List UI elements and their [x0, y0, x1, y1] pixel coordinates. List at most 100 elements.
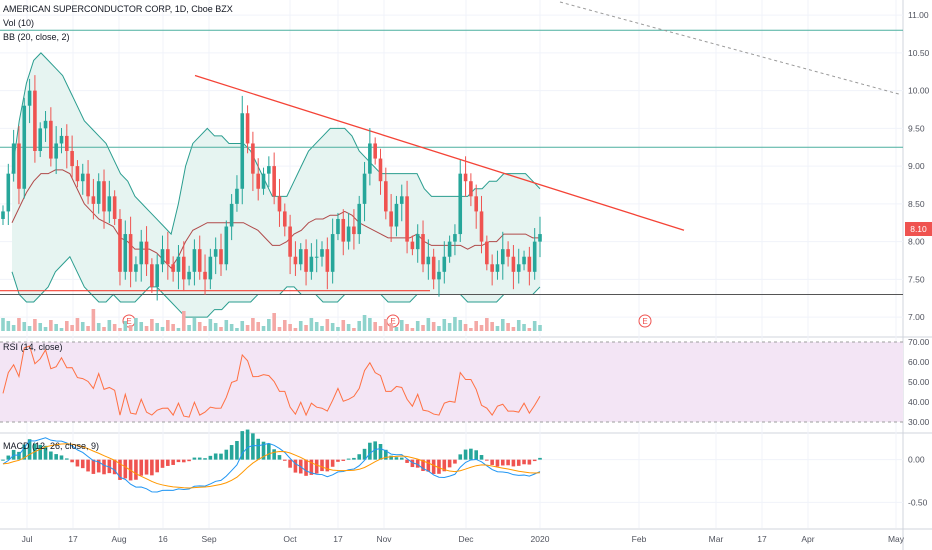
candle-body	[144, 241, 149, 265]
macd-histogram-bar	[527, 459, 532, 465]
candle-body	[256, 173, 261, 189]
volume-bar	[293, 328, 298, 331]
macd-histogram-bar	[38, 444, 43, 460]
candle-body	[463, 173, 468, 182]
candle-body	[6, 173, 11, 212]
volume-legend: Vol (10)	[3, 18, 35, 28]
candle-body	[389, 211, 393, 227]
candle-body	[208, 256, 213, 280]
macd-histogram-bar	[49, 451, 53, 460]
earnings-marker-icon	[638, 314, 652, 328]
volume-bar	[160, 327, 165, 331]
earnings-marker-label: E	[642, 317, 647, 326]
x-tick-label: Jul	[22, 534, 33, 544]
volume-bar	[330, 323, 335, 331]
candle-body	[516, 264, 521, 272]
macd-histogram-bar	[474, 450, 478, 460]
macd-histogram-bar	[500, 459, 505, 466]
price-tick-label: 10.50	[908, 48, 930, 58]
macd-histogram-bar	[495, 459, 500, 467]
macd-histogram-bar	[362, 448, 367, 460]
macd-tick-label: 0.00	[908, 455, 925, 465]
candle-body	[314, 256, 319, 258]
x-tick-label: Sep	[201, 534, 216, 544]
candle-body	[368, 143, 372, 174]
macd-histogram-bar	[261, 441, 266, 460]
candle-body	[309, 256, 314, 272]
price-tick-label: 9.50	[908, 123, 925, 133]
volume-bar	[469, 328, 473, 331]
candle-body	[495, 264, 500, 272]
macd-histogram-bar	[431, 459, 436, 474]
volume-bar	[506, 323, 510, 331]
volume-bar	[235, 328, 239, 331]
bollinger-fill	[12, 52, 540, 318]
volume-bar	[500, 319, 505, 331]
macd-histogram-bar	[532, 459, 537, 462]
volume-bar	[352, 328, 356, 331]
x-tick-label: 2020	[531, 534, 550, 544]
candle-body	[128, 234, 133, 272]
candle-body	[107, 196, 112, 212]
macd-histogram-bar	[192, 457, 197, 460]
candle-body	[298, 249, 303, 265]
macd-histogram-bar	[267, 443, 271, 460]
macd-pane[interactable]	[1, 429, 542, 493]
candle-body	[70, 151, 74, 167]
volume-bar	[219, 327, 223, 331]
candle-body	[181, 256, 186, 280]
bollinger-basis	[11, 169, 540, 269]
volume-bar	[453, 317, 457, 331]
price-tick-label: 9.00	[908, 161, 925, 171]
candle-body	[224, 226, 229, 265]
volume-bar	[245, 325, 250, 331]
volume-bar	[59, 328, 64, 331]
volume-bar	[282, 320, 287, 331]
candle-body	[320, 249, 324, 257]
volume-bar	[362, 315, 367, 331]
volume-bar	[516, 320, 521, 331]
candle-body	[437, 271, 441, 280]
macd-histogram-bar	[314, 459, 319, 474]
candle-body	[123, 234, 128, 272]
macd-histogram-bar	[139, 459, 144, 476]
macd-histogram-bar	[17, 451, 21, 460]
candle-body	[96, 181, 101, 204]
volume-bar	[203, 326, 207, 331]
candle-body	[458, 173, 463, 235]
volume-bar	[139, 322, 144, 331]
candle-body	[272, 166, 276, 197]
volume-bar	[511, 327, 516, 331]
rsi-tick-label: 60.00	[908, 357, 930, 367]
candle-body	[203, 271, 207, 280]
macd-histogram-bar	[1, 459, 5, 461]
rsi-legend: RSI (14, close)	[3, 342, 63, 352]
volume-bar	[102, 327, 106, 331]
volume-bar	[272, 313, 276, 331]
macd-histogram-bar	[288, 459, 292, 468]
candle-body	[522, 256, 526, 265]
macd-histogram-bar	[6, 455, 11, 460]
candle-body	[469, 181, 473, 197]
volume-bar	[166, 320, 170, 331]
macd-histogram-bar	[251, 433, 255, 460]
volume-bar	[437, 326, 441, 331]
macd-histogram-bar	[453, 459, 457, 464]
volume-bar	[144, 326, 149, 331]
volume-bar	[479, 325, 484, 331]
candle-body	[65, 135, 69, 152]
macd-histogram-bar	[479, 455, 484, 460]
macd-histogram-bar	[511, 459, 516, 467]
rsi-pane[interactable]	[0, 341, 903, 423]
x-tick-label: May	[888, 534, 905, 544]
volume-bar	[373, 322, 377, 331]
macd-histogram-bar	[384, 449, 388, 460]
candle-body	[421, 234, 425, 265]
macd-histogram-bar	[368, 442, 372, 460]
macd-histogram-bar	[118, 459, 122, 480]
candle-body	[240, 113, 245, 189]
macd-histogram-bar	[415, 459, 420, 468]
candle-body	[373, 143, 377, 159]
